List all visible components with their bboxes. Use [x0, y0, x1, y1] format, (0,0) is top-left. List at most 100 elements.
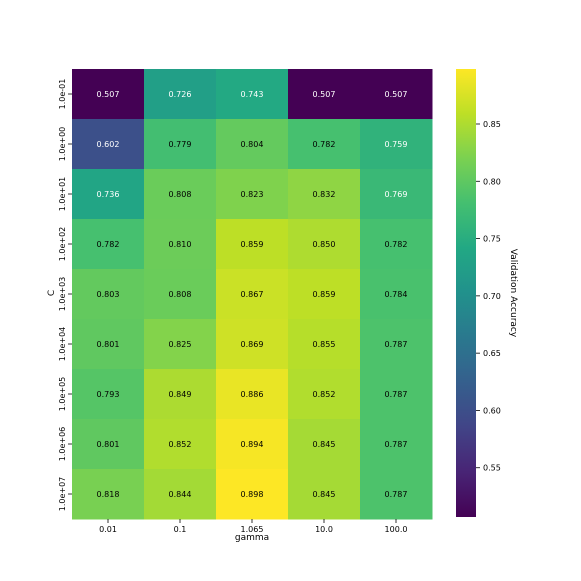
colorbar-tick-label: 0.75 [483, 235, 501, 244]
cell-value-label: 0.793 [97, 390, 120, 399]
x-axis-label: gamma [235, 533, 269, 543]
x-axis-ticks: 0.01 0.1 1.065 10.0 100.0 [99, 519, 407, 534]
cell-value-label: 0.779 [169, 140, 192, 149]
x-tick-label: 0.01 [99, 525, 117, 534]
cell-value-label: 0.507 [313, 90, 336, 99]
heatmap-cell [360, 69, 433, 120]
heatmap-cell [216, 269, 289, 320]
cell-value-label: 0.859 [313, 290, 336, 299]
heatmap-cell [288, 419, 361, 470]
cell-value-label: 0.801 [97, 440, 120, 449]
cell-value-label: 0.869 [241, 340, 264, 349]
y-tick-label: 1.0e+03 [58, 277, 67, 312]
heatmap-cell [216, 319, 289, 370]
heatmap-cell [216, 69, 289, 120]
heatmap-cell [216, 119, 289, 170]
heatmap-cell [72, 319, 145, 370]
cell-value-label: 0.803 [97, 290, 120, 299]
cell-value-label: 0.844 [169, 490, 192, 499]
heatmap-cell [288, 269, 361, 320]
colorbar-tick-label: 0.55 [483, 464, 501, 473]
heatmap-cell [144, 369, 217, 420]
heatmap-cell [360, 469, 433, 520]
heatmap-cell [288, 219, 361, 270]
heatmap-cell [288, 369, 361, 420]
colorbar-tick-label: 0.85 [483, 120, 501, 129]
cell-value-label: 0.801 [97, 340, 120, 349]
colorbar-tick-label: 0.80 [483, 177, 501, 186]
heatmap-cell [360, 419, 433, 470]
heatmap-cell [360, 319, 433, 370]
heatmap-cell [288, 469, 361, 520]
cell-value-label: 0.782 [313, 140, 336, 149]
cell-value-label: 0.852 [313, 390, 336, 399]
cell-value-label: 0.787 [385, 490, 408, 499]
cell-value-labels: 0.507 0.726 0.743 0.507 0.507 0.602 0.779 0.804… [97, 90, 408, 499]
heatmap-cell [144, 419, 217, 470]
cell-value-label: 0.808 [169, 290, 192, 299]
cell-value-label: 0.845 [313, 440, 336, 449]
cell-value-label: 0.825 [169, 340, 192, 349]
heatmap-cells [72, 69, 433, 520]
cell-value-label: 0.743 [241, 90, 264, 99]
cell-value-label: 0.832 [313, 190, 336, 199]
cell-value-label: 0.845 [313, 490, 336, 499]
cell-value-label: 0.894 [241, 440, 264, 449]
x-tick-label: 1.065 [241, 525, 264, 534]
cell-value-label: 0.726 [169, 90, 192, 99]
heatmap-cell [144, 219, 217, 270]
heatmap-cell [216, 169, 289, 220]
cell-value-label: 0.855 [313, 340, 336, 349]
heatmap-cell [288, 319, 361, 370]
heatmap-cell [72, 219, 145, 270]
x-tick-label: 100.0 [385, 525, 408, 534]
y-tick-label: 1.0e+04 [58, 327, 67, 362]
cell-value-label: 0.859 [241, 240, 264, 249]
y-tick-label: 1.0e+07 [58, 477, 67, 512]
cell-value-label: 0.886 [241, 390, 264, 399]
cell-value-label: 0.804 [241, 140, 264, 149]
cell-value-label: 0.759 [385, 140, 408, 149]
cell-value-label: 0.867 [241, 290, 264, 299]
heatmap-cell [144, 169, 217, 220]
heatmap-cell [72, 419, 145, 470]
heatmap-cell [360, 369, 433, 420]
y-tick-label: 1.0e+01 [58, 177, 67, 212]
heatmap-cell [360, 269, 433, 320]
y-tick-label: 1.0e+06 [58, 427, 67, 462]
cell-value-label: 0.852 [169, 440, 192, 449]
heatmap-cell [288, 119, 361, 170]
cell-value-label: 0.782 [385, 240, 408, 249]
x-tick-label: 10.0 [315, 525, 333, 534]
heatmap-cell [360, 169, 433, 220]
heatmap-cell [288, 169, 361, 220]
y-axis-label: C [47, 290, 57, 296]
heatmap-cell [144, 469, 217, 520]
cell-value-label: 0.507 [385, 90, 408, 99]
heatmap-cell [72, 469, 145, 520]
heatmap-cell [144, 69, 217, 120]
heatmap-cell [216, 369, 289, 420]
heatmap-cell [360, 119, 433, 170]
colorbar-ticks: 0.55 0.60 0.65 0.70 0.75 0.80 0.85 [476, 120, 501, 473]
heatmap-cell [216, 219, 289, 270]
colorbar-tick-label: 0.60 [483, 406, 501, 415]
heatmap-cell [72, 69, 145, 120]
heatmap-cell [72, 119, 145, 170]
heatmap-cell [144, 269, 217, 320]
colorbar-tick-label: 0.65 [483, 349, 501, 358]
cell-value-label: 0.602 [97, 140, 120, 149]
y-axis-ticks: 1.0e-01 1.0e+00 1.0e+01 1.0e+02 1.0e+03 1.0e+… [58, 79, 72, 512]
heatmap-cell [216, 419, 289, 470]
x-tick-label: 0.1 [174, 525, 187, 534]
y-tick-label: 1.0e-01 [58, 79, 67, 110]
heatmap-cell [288, 69, 361, 120]
colorbar-label: Validation Accuracy [508, 249, 518, 338]
cell-value-label: 0.898 [241, 490, 264, 499]
heatmap-cell [72, 169, 145, 220]
cell-value-label: 0.784 [385, 290, 408, 299]
cell-value-label: 0.769 [385, 190, 408, 199]
cell-value-label: 0.782 [97, 240, 120, 249]
cell-value-label: 0.850 [313, 240, 336, 249]
